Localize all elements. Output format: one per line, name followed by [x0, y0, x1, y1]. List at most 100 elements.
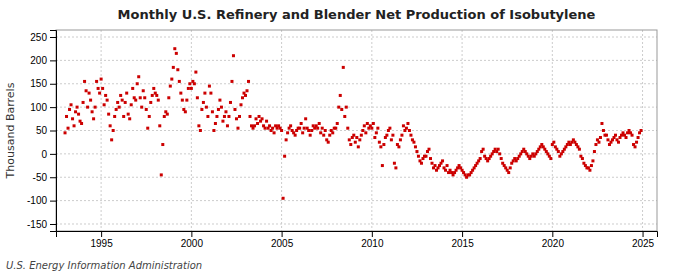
point	[372, 122, 375, 125]
point	[101, 87, 104, 90]
point	[70, 103, 73, 106]
y-axis-title: Thousand Barrels	[4, 82, 17, 179]
grid-line-y	[56, 177, 657, 178]
point	[211, 110, 214, 113]
y-axis-tick: 200	[30, 55, 56, 66]
point	[361, 129, 364, 132]
point	[233, 108, 236, 111]
point	[116, 101, 119, 104]
point	[614, 134, 617, 137]
point	[112, 129, 115, 132]
point	[142, 89, 145, 92]
point	[89, 99, 92, 102]
point	[337, 106, 340, 109]
point	[328, 134, 331, 137]
point	[215, 115, 218, 118]
point	[394, 166, 397, 169]
point	[324, 129, 327, 132]
y-axis-tick-label: 150	[30, 78, 47, 89]
x-axis-tick-label: 2015	[451, 238, 474, 249]
x-axis-tick-label: 2025	[632, 238, 655, 249]
point	[246, 89, 249, 92]
point	[100, 78, 103, 81]
point	[591, 159, 594, 162]
point	[193, 82, 196, 85]
point	[109, 124, 112, 127]
point	[203, 92, 206, 95]
y-axis-tick: 250	[30, 32, 56, 43]
point	[397, 145, 400, 148]
y-axis-tick-mark	[50, 60, 56, 61]
point	[80, 122, 83, 125]
point	[599, 136, 602, 139]
point	[169, 85, 172, 88]
point	[390, 138, 393, 141]
point	[264, 127, 267, 130]
point	[588, 169, 591, 172]
point	[130, 103, 133, 106]
point	[176, 68, 179, 71]
y-axis-tick-label: -50	[33, 172, 48, 183]
y-axis-tick-mark	[50, 131, 56, 132]
point	[509, 166, 512, 169]
point	[178, 80, 181, 83]
source: U.S. Energy Information Administration	[6, 260, 202, 271]
point	[376, 127, 379, 130]
point	[122, 115, 125, 118]
point	[94, 106, 97, 109]
point	[507, 171, 510, 174]
point	[185, 99, 188, 102]
point	[239, 103, 242, 106]
point	[304, 117, 307, 120]
point	[265, 120, 268, 123]
point	[637, 136, 640, 139]
point	[640, 129, 643, 132]
y-axis-tick-mark	[50, 177, 56, 178]
point	[590, 164, 593, 167]
point	[227, 115, 230, 118]
point	[393, 162, 396, 165]
point	[402, 124, 405, 127]
point	[224, 110, 227, 113]
point	[414, 145, 417, 148]
x-axis-tick-label: 2010	[361, 238, 384, 249]
point	[65, 115, 68, 118]
point	[625, 136, 628, 139]
point	[73, 124, 76, 127]
point	[238, 115, 241, 118]
point	[136, 82, 139, 85]
point	[83, 80, 86, 83]
point	[230, 80, 233, 83]
x-axis-tick-mark	[101, 231, 102, 237]
point	[217, 108, 220, 111]
point	[196, 96, 199, 99]
point	[143, 96, 146, 99]
point	[342, 66, 345, 69]
x-axis-tick: 2025	[632, 231, 655, 249]
point	[348, 138, 351, 141]
point	[408, 129, 411, 132]
point	[125, 92, 128, 95]
point	[479, 157, 482, 160]
point	[220, 106, 223, 109]
point	[226, 124, 229, 127]
grid-line-y	[56, 200, 657, 201]
point	[223, 115, 226, 118]
grid-line-y	[56, 130, 657, 131]
point	[364, 131, 367, 134]
point	[258, 115, 261, 118]
point	[391, 134, 394, 137]
point	[581, 157, 584, 160]
point	[378, 141, 381, 144]
y-axis-tick-label: 50	[36, 125, 48, 136]
point	[157, 99, 160, 102]
point	[229, 101, 232, 104]
x-axis-tick-label: 1995	[90, 238, 113, 249]
point	[236, 127, 239, 130]
point	[366, 122, 369, 125]
chart: 1995200020052010201520202025-150-100-500…	[0, 0, 675, 275]
point	[218, 99, 221, 102]
point	[283, 155, 286, 158]
y-axis-tick: 150	[30, 78, 56, 89]
point	[300, 122, 303, 125]
